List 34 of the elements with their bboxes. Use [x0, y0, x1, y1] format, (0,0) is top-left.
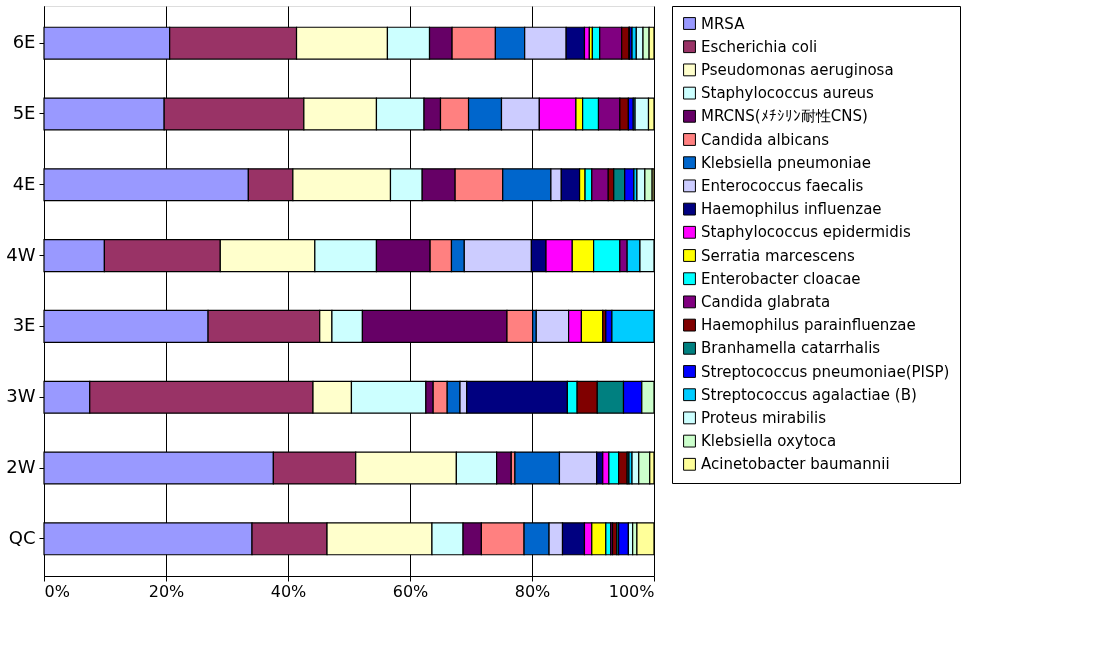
legend-label: Pseudomonas aeruginosa: [701, 60, 894, 79]
x-tick-label: 20%: [148, 581, 185, 601]
legend-label: Enterococcus faecalis: [701, 176, 864, 195]
legend-label: Klebsiella oxytoca: [701, 432, 837, 451]
legend-label: Candida glabrata: [701, 292, 831, 311]
legend-label: Klebsiella pneumoniae: [701, 153, 871, 172]
x-tick-label: 100%: [608, 581, 655, 601]
legend-label: Proteus mirabilis: [701, 408, 827, 427]
x-tick-label: 60%: [392, 581, 429, 601]
legend-label: Staphylococcus aureus: [701, 84, 875, 103]
y-tick-label: QC: [8, 526, 36, 548]
y-tick-label: 4W: [6, 243, 36, 265]
legend-label: Acinetobacter baumannii: [701, 455, 890, 474]
y-tick-label: 6E: [12, 31, 36, 53]
legend-label: Streptococcus agalactiae (B): [701, 385, 917, 404]
y-tick-label: 3W: [6, 385, 36, 407]
y-tick-label: 2W: [6, 456, 36, 478]
y-tick-label: 3E: [12, 314, 36, 336]
y-tick-label: 5E: [12, 101, 36, 123]
legend-label: Branhamella catarrhalis: [701, 339, 881, 358]
x-tick-label: 0%: [44, 581, 70, 601]
legend-label: MRSA: [701, 14, 746, 33]
legend-label: Staphylococcus epidermidis: [701, 223, 911, 242]
x-tick-label: 80%: [514, 581, 551, 601]
legend-label: MRCNS(ﾒﾁｼﾘﾝ耐性CNS): [701, 107, 868, 126]
legend-label: Enterobacter cloacae: [701, 269, 861, 288]
legend-label: Haemophilus influenzae: [701, 200, 882, 219]
x-tick-label: 40%: [270, 581, 307, 601]
legend-label: Streptococcus pneumoniae(PISP): [701, 362, 950, 381]
legend-label: Serratia marcescens: [701, 246, 855, 265]
y-tick-label: 4E: [12, 172, 36, 194]
legend-label: Escherichia coli: [701, 37, 818, 56]
legend-label: Candida albicans: [701, 130, 830, 149]
legend-label: Haemophilus parainfluenzae: [701, 316, 916, 335]
